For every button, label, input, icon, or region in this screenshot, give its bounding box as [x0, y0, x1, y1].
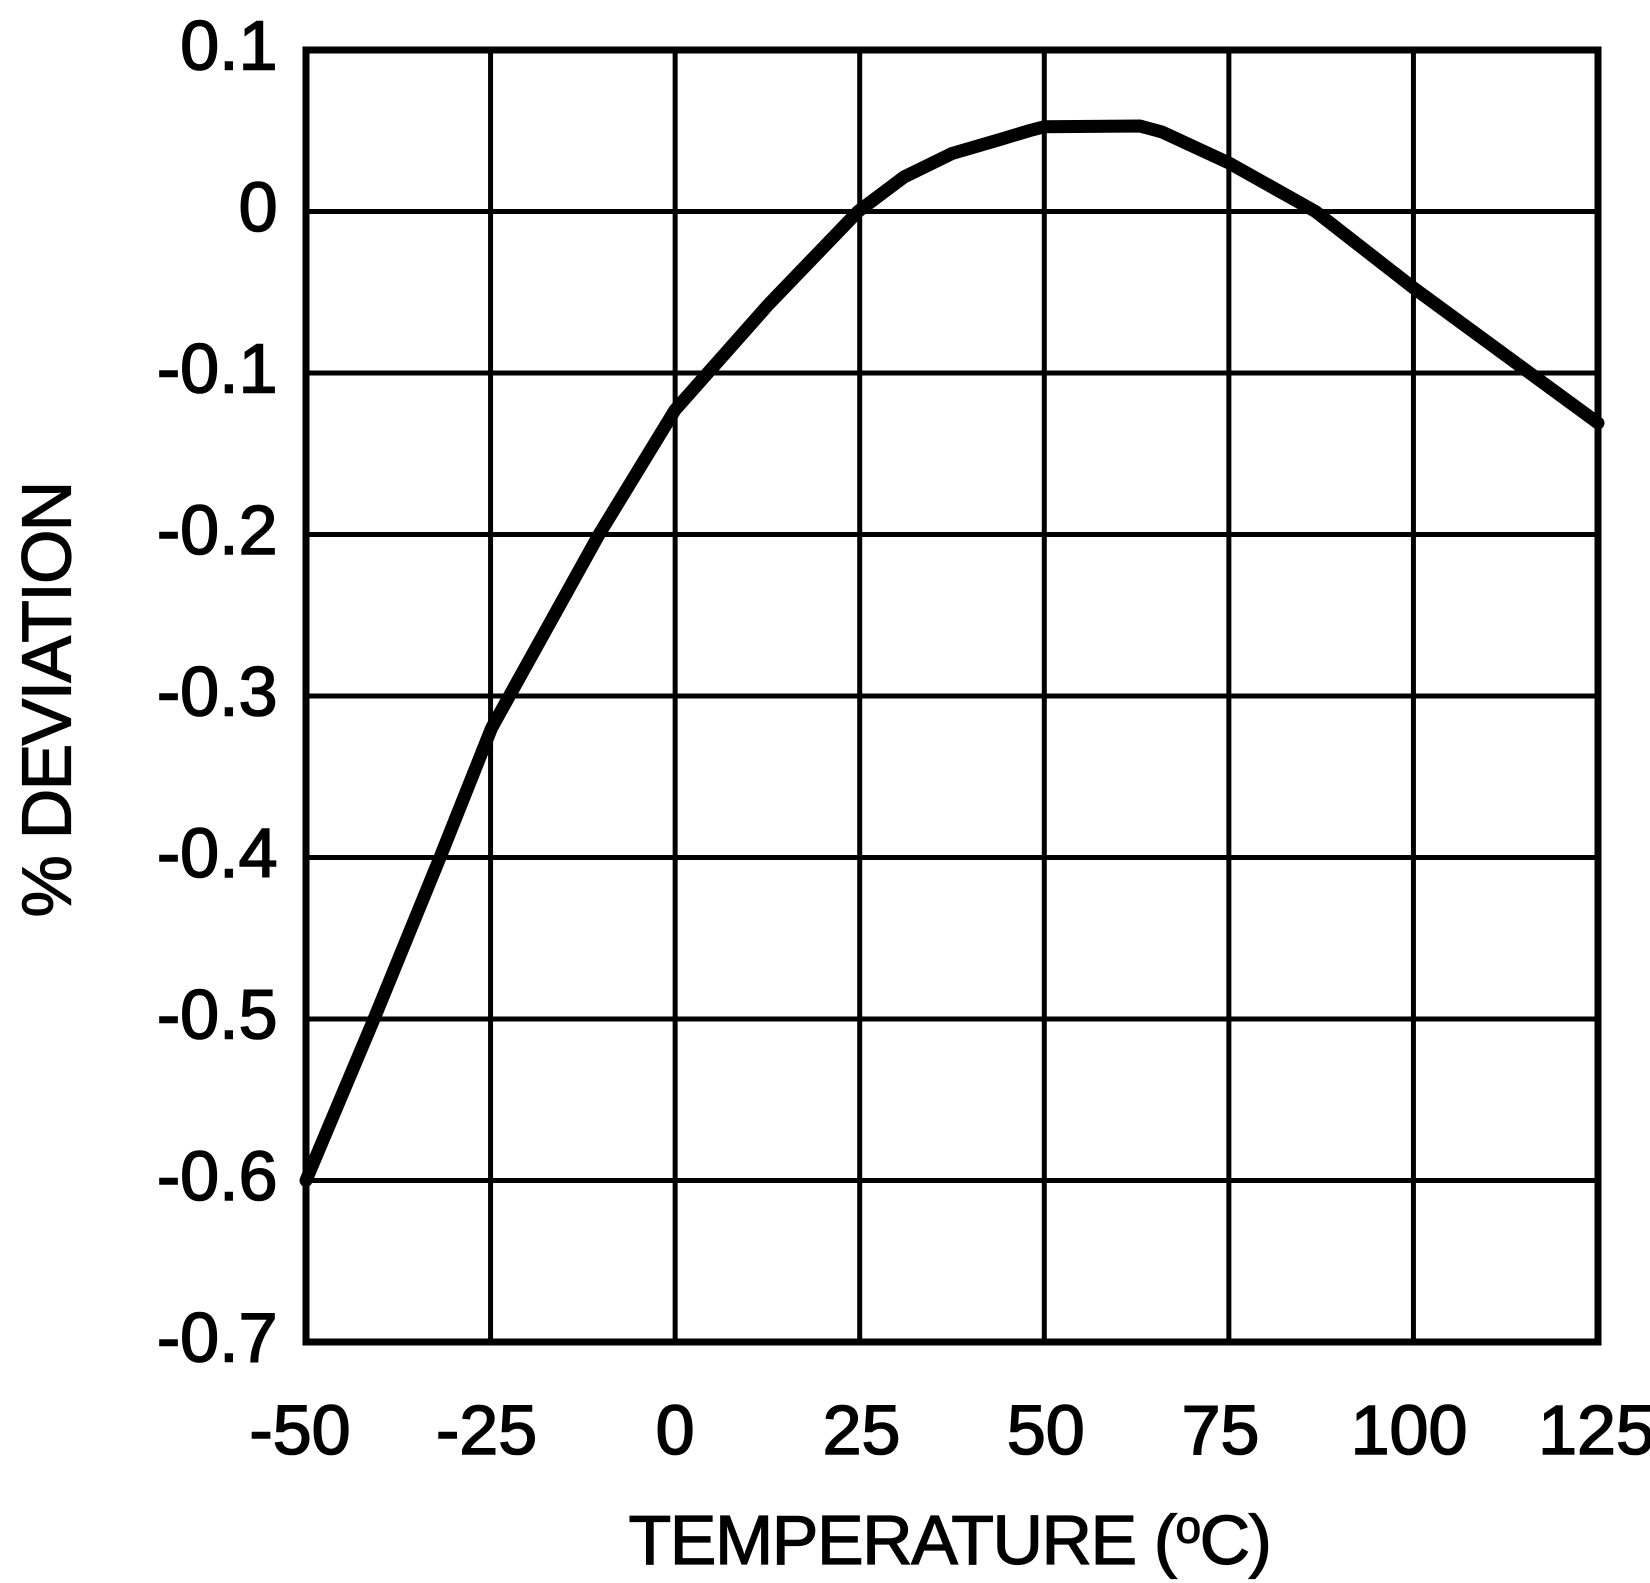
svg-text:-0.4: -0.4 — [157, 814, 278, 892]
svg-text:% DEVIATION: % DEVIATION — [8, 482, 86, 917]
svg-text:0: 0 — [656, 1391, 695, 1469]
svg-text:-0.7: -0.7 — [157, 1299, 278, 1377]
svg-text:-50: -50 — [249, 1391, 350, 1469]
svg-text:-0.1: -0.1 — [157, 330, 278, 408]
svg-text:-0.3: -0.3 — [157, 653, 278, 731]
svg-text:0.1: 0.1 — [180, 7, 277, 85]
svg-text:125: 125 — [1538, 1391, 1650, 1469]
svg-text:0: 0 — [239, 168, 278, 246]
svg-text:-0.6: -0.6 — [157, 1137, 278, 1215]
svg-text:TEMPERATURE (oC): TEMPERATURE (oC) — [629, 1501, 1271, 1580]
svg-text:75: 75 — [1182, 1391, 1260, 1469]
svg-text:25: 25 — [823, 1391, 901, 1469]
svg-text:-25: -25 — [436, 1391, 537, 1469]
svg-text:50: 50 — [1007, 1391, 1085, 1469]
svg-text:-0.2: -0.2 — [157, 491, 278, 569]
svg-text:-0.5: -0.5 — [157, 976, 278, 1054]
svg-text:100: 100 — [1351, 1391, 1468, 1469]
